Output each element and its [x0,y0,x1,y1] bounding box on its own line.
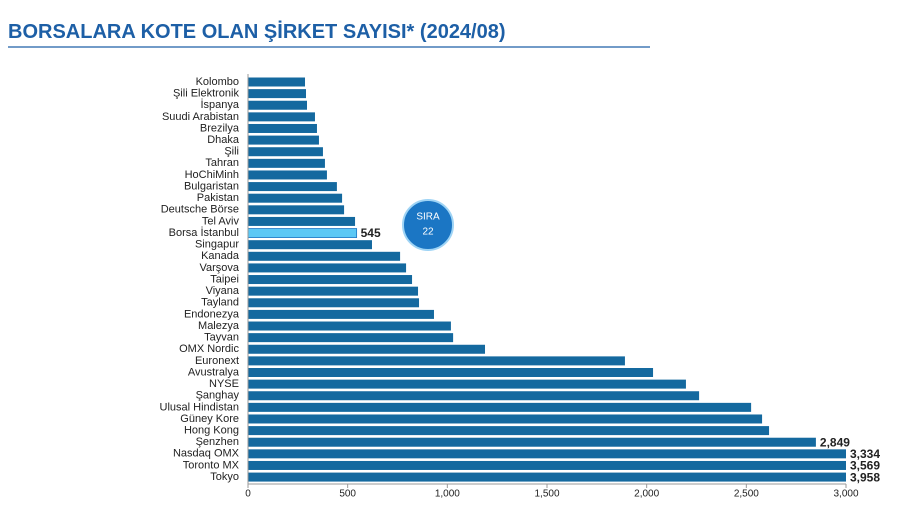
bar [248,77,306,87]
bar [248,135,319,145]
x-tick-label: 1,500 [534,489,559,500]
bar [248,228,358,238]
bar [248,321,451,331]
title: BORSALARA KOTE OLAN ŞİRKET SAYISI* [8,20,415,43]
y-tick-label: Endonezya [184,308,240,320]
y-tick-label: Deutsche Börse [161,204,239,216]
bar [248,123,317,133]
bar [248,391,700,401]
bar [248,89,307,99]
bar [248,333,454,343]
y-tick-label: Şenzhen [196,436,239,448]
bar [248,402,752,412]
y-tick-label: Bulgaristan [184,180,239,192]
y-tick-label: İspanya [200,98,239,111]
badge-value: 22 [422,227,434,238]
bar [248,344,486,354]
x-tick-label: 2,000 [634,489,659,500]
x-tick-label: 0 [245,489,251,500]
bar [248,275,413,285]
subtitle: (2024/08) [420,21,506,43]
bar [248,368,654,377]
y-tick-label: Şili [224,146,239,158]
y-tick-label: Borsa İstanbul [169,226,239,239]
y-tick-label: Tel Aviv [202,215,240,227]
bar [248,449,846,459]
y-tick-label: Tayland [201,297,239,309]
y-tick-label: Pakistan [197,192,239,204]
y-tick-label: Brezilya [200,122,240,134]
y-tick-label: Singapur [195,239,239,251]
x-tick-label: 3,000 [833,489,858,500]
bar [248,298,420,308]
y-tick-label: NYSE [209,378,239,390]
bar [248,193,343,203]
bar [248,147,323,157]
bar [248,460,846,470]
y-tick-label: Euronext [195,355,239,367]
y-tick-label: OMX Nordic [179,343,239,355]
y-tick-label: Dhaka [207,134,240,146]
y-tick-label: Tokyo [210,471,239,483]
bar [248,286,419,296]
y-tick-label: Viyana [206,285,240,297]
bars [248,77,846,482]
bar [248,309,434,319]
y-tick-label: Avustralya [188,366,240,378]
bar [248,100,308,110]
bar [248,205,345,215]
y-tick-label: HoChiMinh [185,169,239,181]
y-tick-label: Güney Kore [180,413,239,425]
bar [248,112,315,122]
y-tick-label: Nasdaq OMX [173,448,240,460]
y-tick-label: Taipei [210,273,239,285]
value-label: 3,334 [850,447,880,461]
y-tick-label: Tayvan [204,332,239,344]
y-tick-label: Tahran [205,157,239,169]
y-tick-label: Ulusal Hindistan [160,401,239,413]
y-tick-label: Hong Kong [184,425,239,437]
value-label: 2,849 [820,435,850,449]
rank-badge [402,199,454,251]
bar [248,414,763,424]
y-tick-label: Kolombo [196,76,239,88]
bar [248,240,372,250]
bar [248,170,327,180]
x-tick-label: 2,500 [734,489,759,500]
bar [248,437,816,447]
bar [248,472,846,482]
value-label: 3,569 [850,459,880,473]
bar [248,263,407,273]
bar [248,426,770,436]
y-tick-label: Toronto MX [183,459,240,471]
y-tick-label: Şili Elektronik [173,88,240,100]
value-label: 3,958 [850,470,880,484]
y-tick-label: Malezya [198,320,240,332]
bar [248,356,625,366]
y-tick-label: Varşova [199,262,239,274]
x-tick-label: 1,000 [435,489,460,500]
chart-title: BORSALARA KOTE OLAN ŞİRKET SAYISI* (2024… [8,20,506,43]
y-tick-label: Suudi Arabistan [162,111,239,123]
value-label: 545 [361,226,381,240]
bar [248,216,356,226]
y-tick-label: Kanada [201,250,240,262]
bar [248,158,325,168]
y-tick-label: Şanghay [196,390,240,402]
badge-title: SIRA [416,212,440,223]
bar [248,251,401,261]
bar [248,182,337,192]
bar [248,379,686,389]
x-tick-label: 500 [339,489,356,500]
